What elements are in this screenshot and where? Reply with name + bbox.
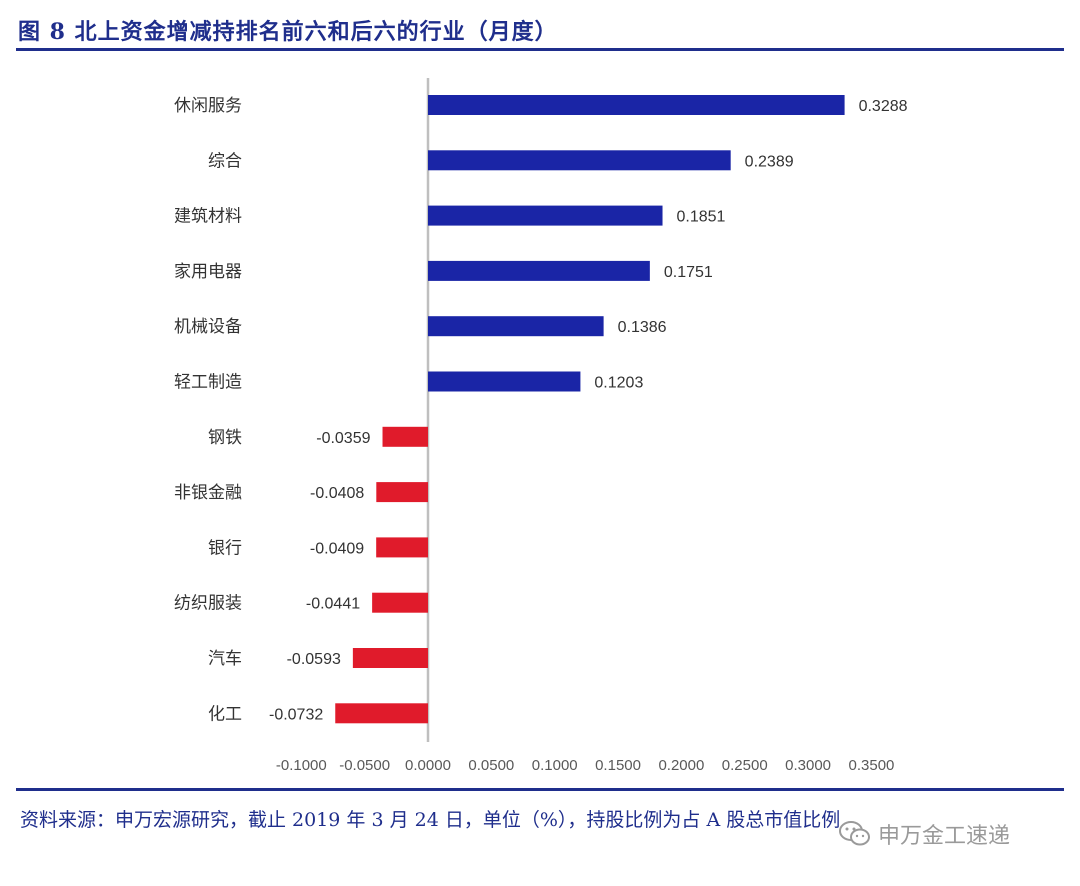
watermark-text: 申万金工速递 — [878, 824, 1011, 849]
x-tick-label-1: -0.0500 — [339, 757, 390, 774]
data-label-7: -0.0408 — [310, 485, 364, 502]
category-label-2: 建筑材料 — [174, 207, 242, 227]
data-label-0: 0.3288 — [859, 98, 908, 115]
bar-7 — [376, 482, 428, 503]
bar-9 — [372, 592, 428, 613]
category-label-5: 轻工制造 — [174, 373, 242, 393]
title-divider — [16, 48, 1064, 51]
category-label-7: 非银金融 — [174, 483, 242, 503]
category-label-0: 休闲服务 — [174, 96, 242, 116]
category-label-3: 家用电器 — [174, 262, 242, 282]
footer-divider — [16, 788, 1064, 791]
data-label-8: -0.0409 — [310, 540, 364, 557]
category-label-11: 化工 — [208, 704, 242, 724]
bar-3 — [428, 260, 650, 281]
x-tick-label-5: 0.1500 — [595, 757, 641, 774]
data-label-5: 0.1203 — [594, 375, 643, 392]
category-label-4: 机械设备 — [174, 317, 242, 337]
watermark: 申万金工速递 — [838, 818, 1010, 850]
x-tick-label-9: 0.3500 — [849, 757, 895, 774]
wechat-icon — [839, 821, 870, 846]
category-label-6: 钢铁 — [208, 428, 242, 448]
data-label-6: -0.0359 — [316, 430, 370, 447]
bar-11 — [335, 703, 428, 724]
data-label-9: -0.0441 — [306, 596, 360, 613]
bar-1 — [428, 150, 731, 171]
bar-4 — [428, 316, 604, 337]
data-label-4: 0.1386 — [618, 319, 667, 336]
industry-flow-bar-chart: 0.3288 休闲服务 0.2389 综合 0.1851 建筑材料 0.1751 家用电器 0.… — [174, 78, 908, 774]
bar-8 — [376, 537, 428, 558]
x-tick-label-8: 0.3000 — [785, 757, 831, 774]
data-label-11: -0.0732 — [269, 706, 323, 723]
bar-10 — [352, 648, 428, 668]
category-label-1: 综合 — [208, 151, 242, 171]
source-note: 资料来源：申万宏源研究，截止 2019 年 3 月 24 日，单位（%），持股比… — [20, 809, 841, 831]
category-label-10: 汽车 — [208, 649, 242, 669]
figure-title: 图 8 北上资金增减持排名前六和后六的行业（月度） — [18, 19, 558, 45]
data-label-2: 0.1851 — [677, 209, 726, 226]
bar-5 — [428, 371, 581, 392]
x-tick-label-2: 0.0000 — [405, 757, 451, 774]
data-label-1: 0.2389 — [745, 153, 794, 170]
x-tick-label-3: 0.0500 — [468, 757, 514, 774]
bar-2 — [428, 205, 663, 226]
x-tick-label-6: 0.2000 — [658, 757, 704, 774]
category-label-8: 银行 — [208, 538, 242, 558]
bar-0 — [428, 95, 845, 115]
category-label-9: 纺织服装 — [174, 594, 242, 614]
x-tick-label-0: -0.1000 — [276, 757, 327, 774]
data-label-3: 0.1751 — [664, 264, 713, 281]
bar-6 — [382, 426, 428, 447]
data-label-10: -0.0593 — [287, 651, 341, 668]
x-tick-label-4: 0.1000 — [532, 757, 578, 774]
x-tick-label-7: 0.2500 — [722, 757, 768, 774]
